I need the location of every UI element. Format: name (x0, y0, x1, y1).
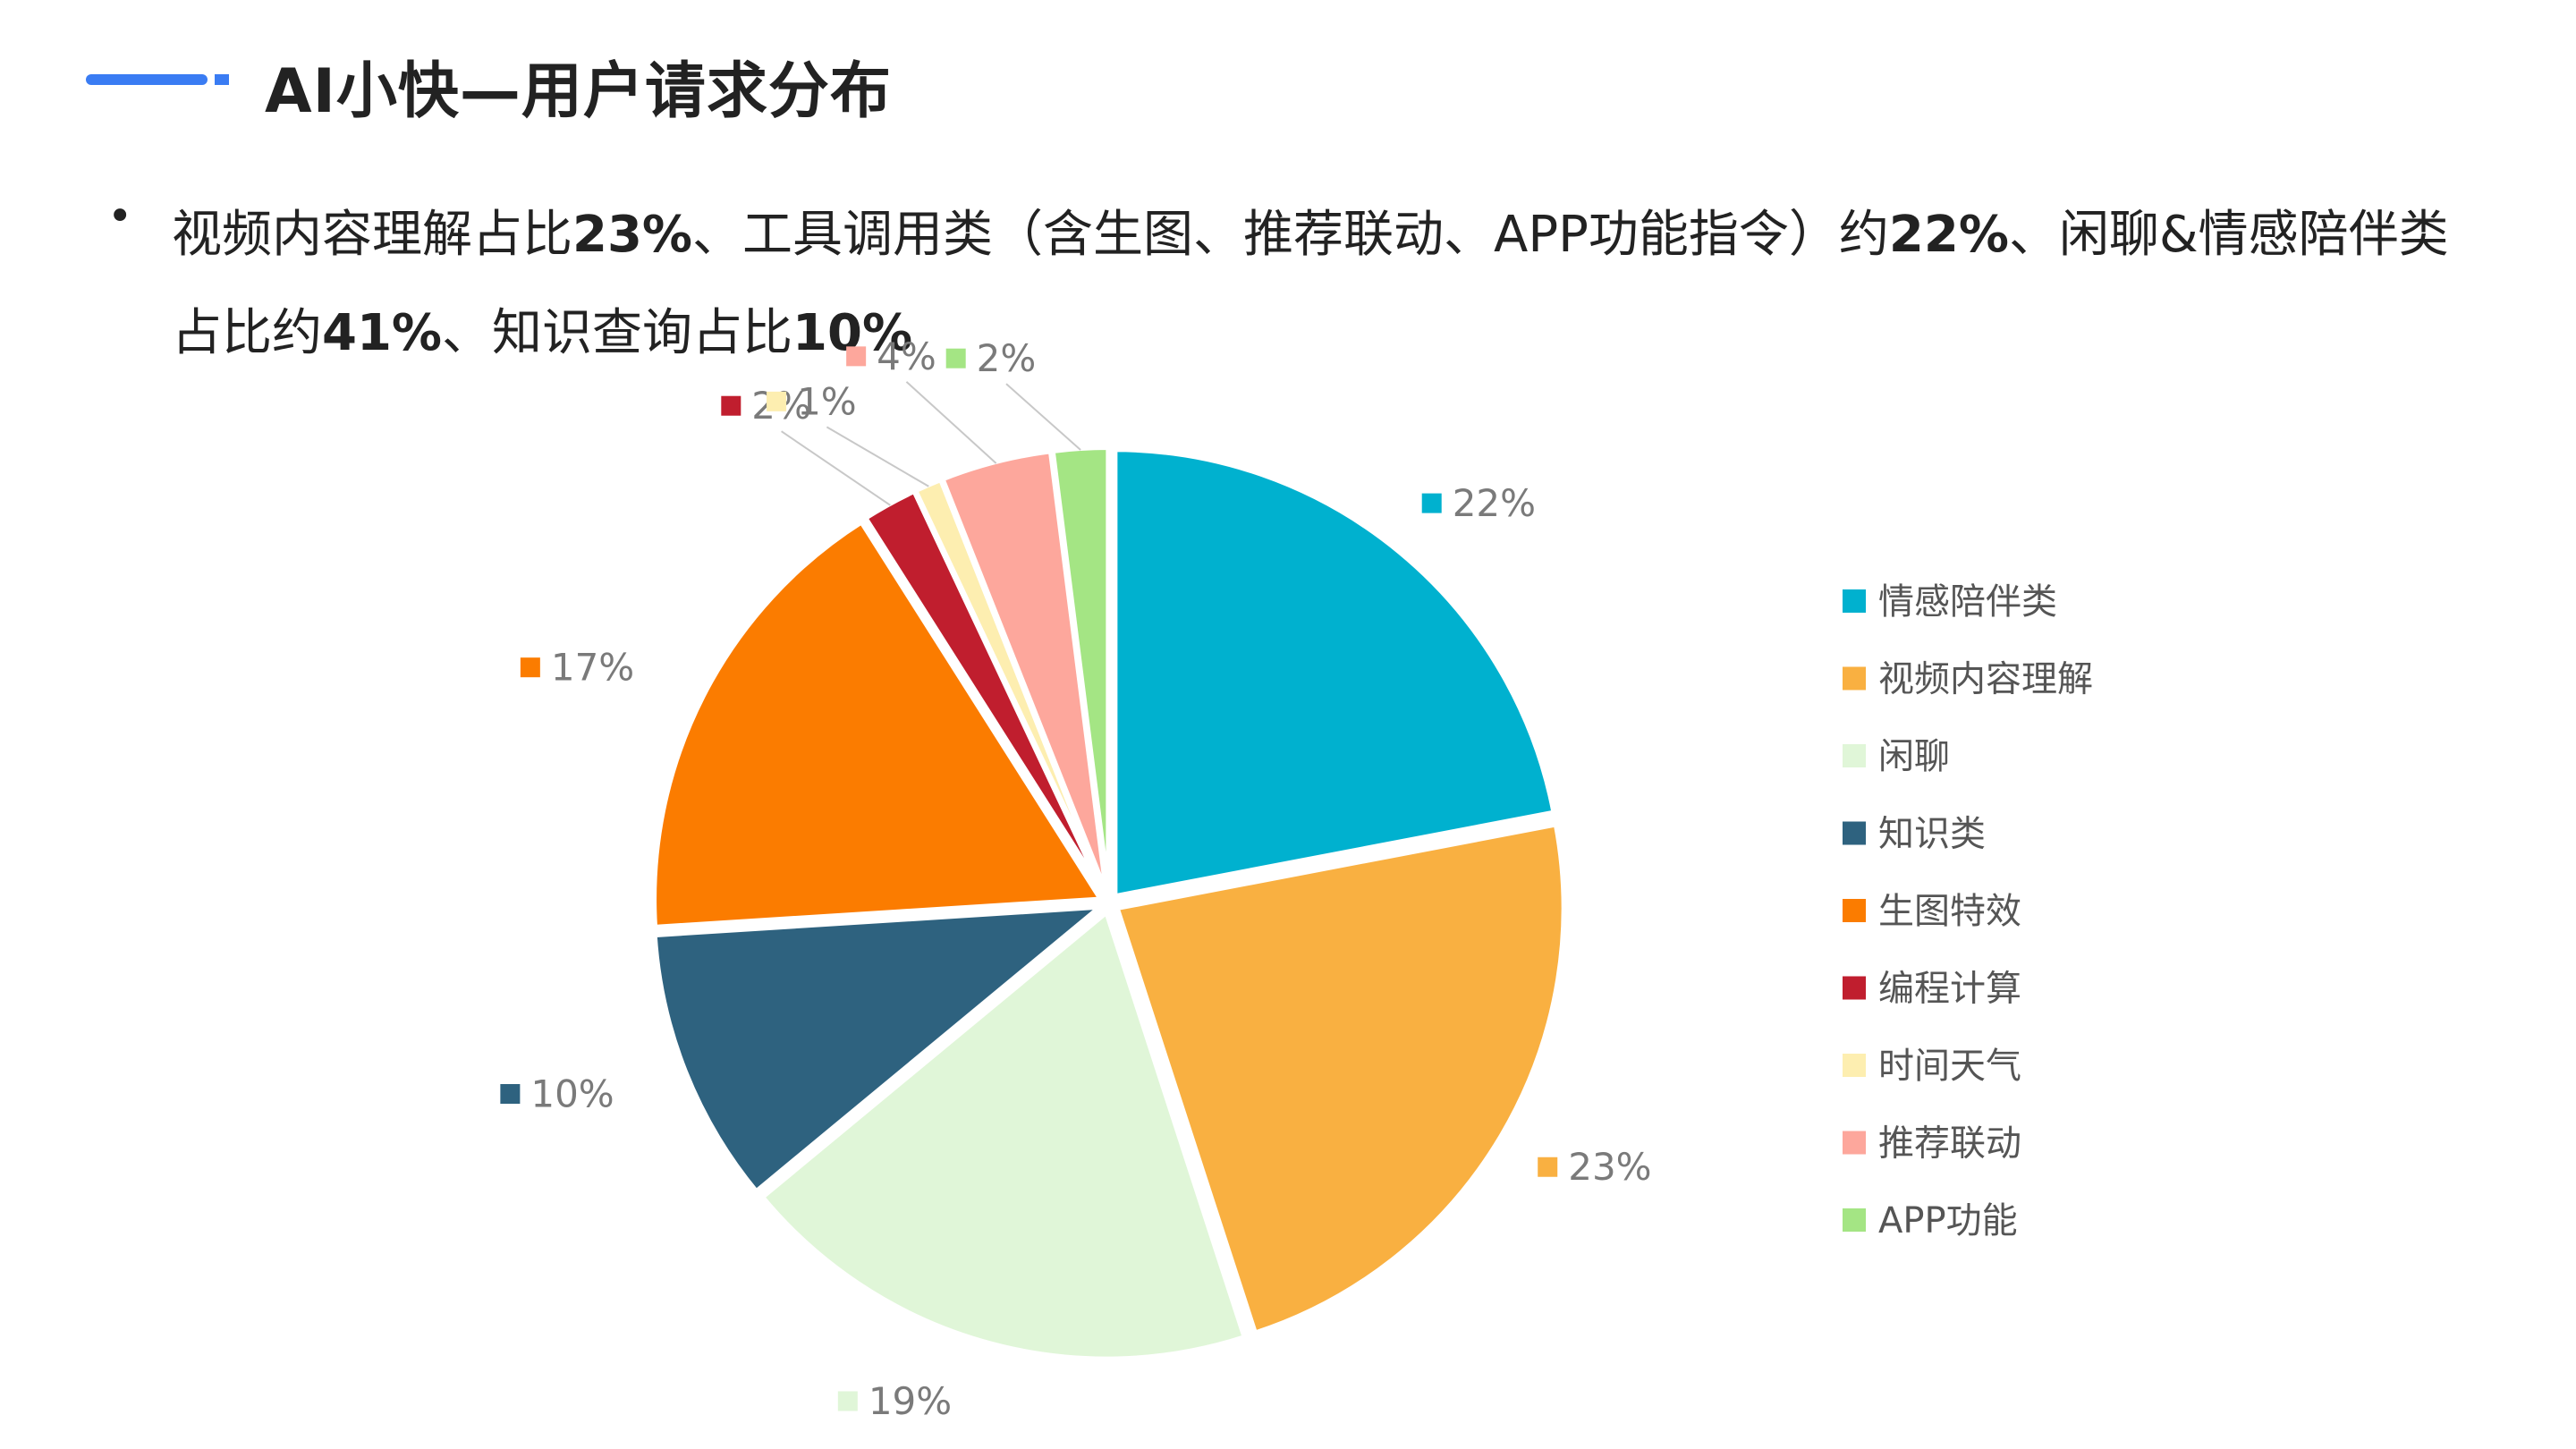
pie-leader-line (905, 381, 997, 464)
summary-part-3: 、闲聊&情感陪伴类占比约 (172, 206, 2449, 362)
legend-swatch (1843, 1208, 1866, 1232)
pie-data-label-marker (500, 1084, 521, 1105)
legend-swatch (1843, 589, 1866, 613)
legend-label: 生图特效 (1878, 891, 2021, 932)
pie-data-label: 1% (797, 379, 857, 423)
legend-label: APP功能 (1878, 1200, 2018, 1241)
pie-data-label: 10% (530, 1072, 614, 1116)
pie-data-label: 23% (1568, 1145, 1651, 1189)
pie-data-label-marker (837, 1391, 858, 1411)
summary-part-1: 视频内容理解占比 (172, 206, 572, 264)
pie-leader-line (781, 430, 891, 506)
pie-data-label-marker (945, 348, 966, 369)
title-accent-dot (215, 74, 229, 85)
summary-part-2: 、工具调用类（含生图、推荐联动、APP功能指令）约 (692, 206, 1889, 264)
title-accent-bar (86, 74, 208, 85)
pie-data-label-marker (1421, 493, 1442, 513)
pie-slice (651, 903, 1109, 1196)
pie-data-label-marker (520, 657, 540, 678)
legend-swatch (1843, 1131, 1866, 1155)
legend-swatch (1843, 666, 1866, 691)
pie-slice (758, 907, 1249, 1362)
legend-label: 情感陪伴类 (1878, 581, 2057, 623)
legend-swatch (1843, 744, 1866, 767)
legend-swatch (1843, 821, 1866, 845)
pie-slice (1112, 446, 1558, 900)
pie-data-label: 22% (1453, 481, 1536, 525)
summary-value-1: 23% (572, 206, 693, 264)
summary-value-2: 22% (1888, 206, 2009, 264)
summary-part-4: 、知识查询占比 (442, 304, 793, 362)
pie-data-label: 19% (869, 1379, 952, 1423)
legend-label: 编程计算 (1878, 969, 2021, 1010)
legend-swatch (1843, 899, 1866, 922)
pie-slices (651, 445, 1567, 1362)
legend-label: 知识类 (1878, 814, 1986, 855)
page-title: AI小快—用户请求分布 (265, 56, 892, 127)
bullet-icon: • (107, 191, 133, 242)
legend-label: 闲聊 (1878, 736, 1950, 777)
legend-label: 视频内容理解 (1878, 659, 2093, 700)
legend-swatch (1843, 1054, 1866, 1077)
pie-leader-line (826, 426, 929, 487)
pie-slice (1113, 820, 1567, 1337)
legend-swatch (1843, 976, 1866, 1000)
pie-data-label-marker (721, 395, 741, 416)
pie-data-label: 17% (551, 646, 634, 690)
pie-slice (651, 518, 1106, 931)
pie-data-label-marker (767, 391, 787, 411)
pie-data-label-marker (1538, 1157, 1558, 1177)
summary-value-3: 41% (322, 304, 443, 362)
pie-data-label-marker (846, 346, 867, 367)
legend-label: 时间天气 (1878, 1046, 2021, 1087)
pie-slice (1049, 445, 1112, 895)
legend-label: 推荐联动 (1878, 1123, 2021, 1165)
summary-text: 视频内容理解占比23%、工具调用类（含生图、推荐联动、APP功能指令）约22%、… (172, 186, 2497, 383)
pie-data-labels: 22%23%19%10%17%2%1%4%2% (500, 335, 1652, 1423)
pie-data-label: 4% (877, 335, 936, 378)
pie-data-label: 2% (977, 336, 1037, 380)
pie-leader-line (1005, 383, 1081, 451)
